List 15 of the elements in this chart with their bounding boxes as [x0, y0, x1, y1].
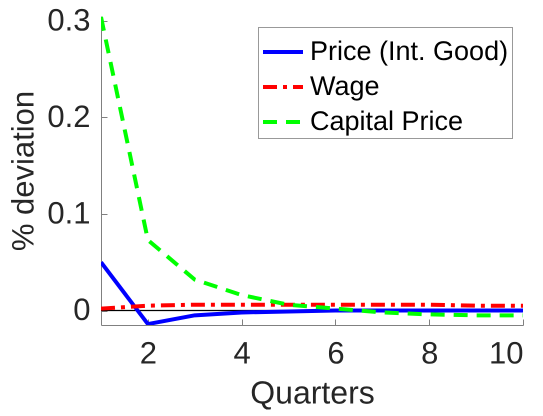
- x-axis-title: Quarters: [250, 374, 375, 410]
- line-series: [101, 16, 523, 318]
- x-tick-label: 6: [327, 336, 345, 370]
- y-tick-label: 0.3: [47, 2, 90, 38]
- x-tick-label: 2: [140, 336, 158, 370]
- legend-label: Wage: [310, 71, 380, 101]
- y-tick-label: 0.2: [47, 98, 90, 134]
- x-tick-label: 8: [421, 336, 438, 370]
- y-tick-label: 0.1: [47, 195, 90, 230]
- legend-label: Capital Price: [310, 106, 464, 136]
- x-tick-label: 4: [234, 336, 251, 370]
- y-axis-title: % deviation: [5, 90, 40, 252]
- x-tick-label: 10: [489, 336, 524, 370]
- y-tick-label: 0: [73, 292, 90, 328]
- legend-label: Price (Int. Good): [310, 36, 508, 66]
